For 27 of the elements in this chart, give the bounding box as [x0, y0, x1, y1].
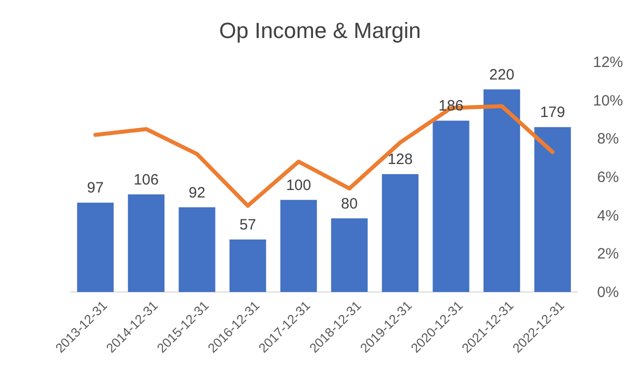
- bar: [280, 200, 317, 292]
- data-label: 100: [286, 176, 312, 194]
- y2-tick-label: 12%: [592, 54, 624, 71]
- bar: [382, 174, 418, 292]
- y2-tick-label: 4%: [597, 207, 619, 224]
- data-label: 220: [489, 66, 514, 84]
- bar: [484, 89, 520, 292]
- data-label: 57: [239, 216, 256, 234]
- data-label: 179: [540, 104, 566, 122]
- y2-tick-label: 2%: [597, 246, 619, 263]
- y2-tick-label: 8%: [597, 130, 619, 148]
- data-label: 92: [188, 184, 206, 202]
- data-label: 106: [134, 171, 159, 188]
- bar: [128, 194, 164, 292]
- data-label: 97: [87, 180, 104, 197]
- y2-tick-label: 0%: [597, 284, 619, 301]
- bar: [534, 127, 571, 292]
- bar: [77, 202, 114, 292]
- chart-title: Op Income & Margin: [219, 18, 421, 43]
- bar: [432, 120, 470, 292]
- data-label: 128: [388, 151, 413, 168]
- y2-tick-label: 10%: [592, 92, 624, 110]
- y2-tick-label: 6%: [597, 169, 619, 186]
- data-label: 80: [341, 195, 358, 212]
- bar: [230, 239, 266, 292]
- bar: [178, 207, 216, 292]
- bar: [331, 218, 368, 292]
